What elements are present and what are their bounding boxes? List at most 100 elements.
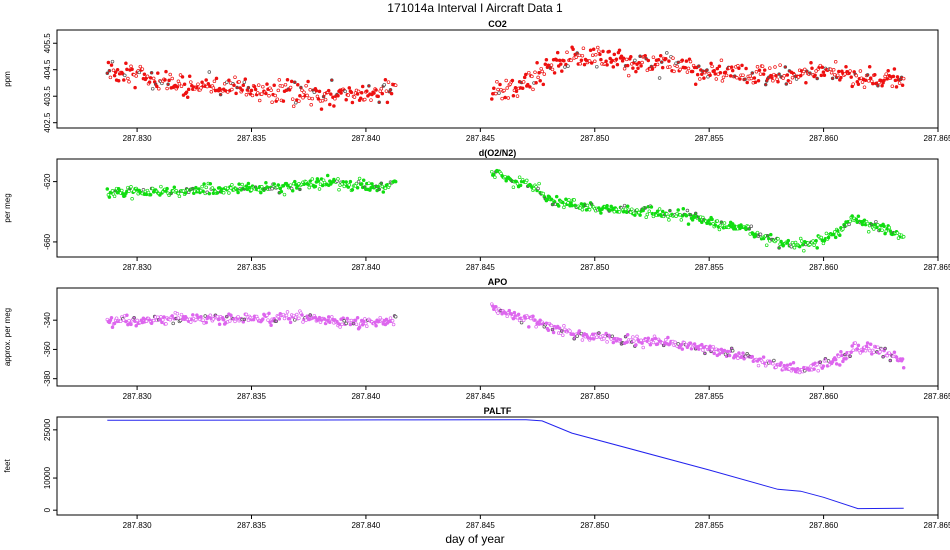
data-point	[105, 187, 110, 191]
data-point	[608, 56, 612, 61]
data-point	[127, 79, 131, 84]
data-point	[849, 350, 853, 355]
data-point	[515, 94, 520, 98]
data-point	[655, 62, 660, 67]
data-point	[134, 323, 138, 328]
data-point	[665, 51, 669, 55]
data-point	[858, 69, 863, 73]
data-point	[703, 351, 707, 356]
data-point	[246, 318, 251, 323]
data-point	[865, 73, 870, 77]
data-point	[194, 317, 198, 322]
data-point	[200, 184, 204, 189]
panels: CO2 ppm 402.5 403.5 404.5 405.5 287.830 287.835…	[3, 19, 950, 530]
data-point	[138, 64, 143, 69]
data-point	[215, 190, 220, 195]
data-point	[278, 186, 283, 191]
data-point	[580, 207, 585, 212]
data-point	[740, 63, 744, 68]
data-point	[882, 224, 886, 229]
data-point	[822, 73, 827, 77]
data-point	[163, 78, 167, 82]
data-point	[517, 175, 522, 179]
data-point	[743, 77, 747, 81]
data-point	[675, 64, 679, 69]
data-point	[148, 193, 153, 197]
data-point	[833, 60, 838, 64]
data-point	[756, 363, 761, 368]
data-point	[667, 59, 671, 63]
data-point	[252, 84, 257, 89]
data-point	[133, 85, 137, 90]
data-point	[307, 185, 311, 190]
data-point	[329, 92, 333, 96]
data-point	[580, 338, 585, 342]
data-point	[878, 350, 882, 354]
x-tick-label: 287.840	[351, 134, 380, 143]
data-point	[107, 195, 112, 199]
data-point	[150, 86, 155, 91]
data-point	[815, 246, 819, 250]
data-point	[389, 91, 394, 96]
data-point	[655, 209, 660, 214]
data-point	[127, 318, 131, 323]
data-point	[125, 313, 129, 318]
data-point	[638, 213, 642, 217]
data-point	[556, 64, 561, 68]
data-point	[290, 189, 295, 193]
data-point	[709, 61, 713, 66]
data-point	[496, 311, 500, 315]
data-point	[497, 91, 501, 95]
data-point	[639, 64, 643, 68]
data-point	[773, 65, 777, 69]
data-point	[797, 244, 802, 249]
data-point	[621, 56, 626, 61]
data-point	[640, 341, 644, 345]
data-point	[851, 82, 855, 86]
panel-title: d(O2/N2)	[479, 148, 517, 158]
data-point	[507, 308, 512, 313]
data-point	[129, 322, 133, 327]
data-point	[158, 193, 162, 197]
data-point	[109, 63, 114, 67]
y-axis-label: ppm	[3, 71, 12, 87]
data-point	[342, 319, 346, 323]
data-point	[235, 187, 239, 192]
data-point	[638, 54, 642, 58]
data-point	[544, 321, 549, 326]
data-point	[771, 79, 775, 83]
data-point	[310, 96, 315, 101]
data-point	[298, 187, 302, 192]
data-point	[672, 69, 676, 74]
x-tick-label: 287.850	[580, 263, 609, 272]
data-point	[799, 239, 804, 243]
x-tick-label: 287.835	[237, 521, 266, 530]
figure-title: 171014a Interval I Aircraft Data 1	[387, 1, 563, 15]
data-point	[276, 88, 281, 93]
data-point	[572, 198, 576, 202]
data-point	[259, 190, 263, 195]
data-point	[637, 60, 641, 65]
data-point	[109, 316, 114, 320]
data-point	[297, 316, 301, 321]
data-point	[660, 209, 665, 214]
data-point	[856, 343, 861, 348]
data-point	[897, 81, 902, 85]
plot-frame	[56, 416, 939, 516]
data-point	[589, 61, 594, 65]
data-point	[593, 59, 597, 64]
data-point	[320, 98, 325, 103]
data-point	[643, 54, 647, 58]
data-point	[492, 86, 496, 90]
data-point	[676, 208, 680, 212]
data-point	[230, 87, 234, 92]
data-point	[171, 321, 175, 326]
data-point	[821, 70, 826, 74]
data-point	[273, 93, 277, 98]
data-point	[837, 354, 841, 359]
data-point	[129, 185, 133, 189]
data-point	[512, 310, 517, 315]
data-point	[738, 77, 742, 81]
data-point	[282, 316, 287, 321]
data-point	[590, 53, 595, 57]
